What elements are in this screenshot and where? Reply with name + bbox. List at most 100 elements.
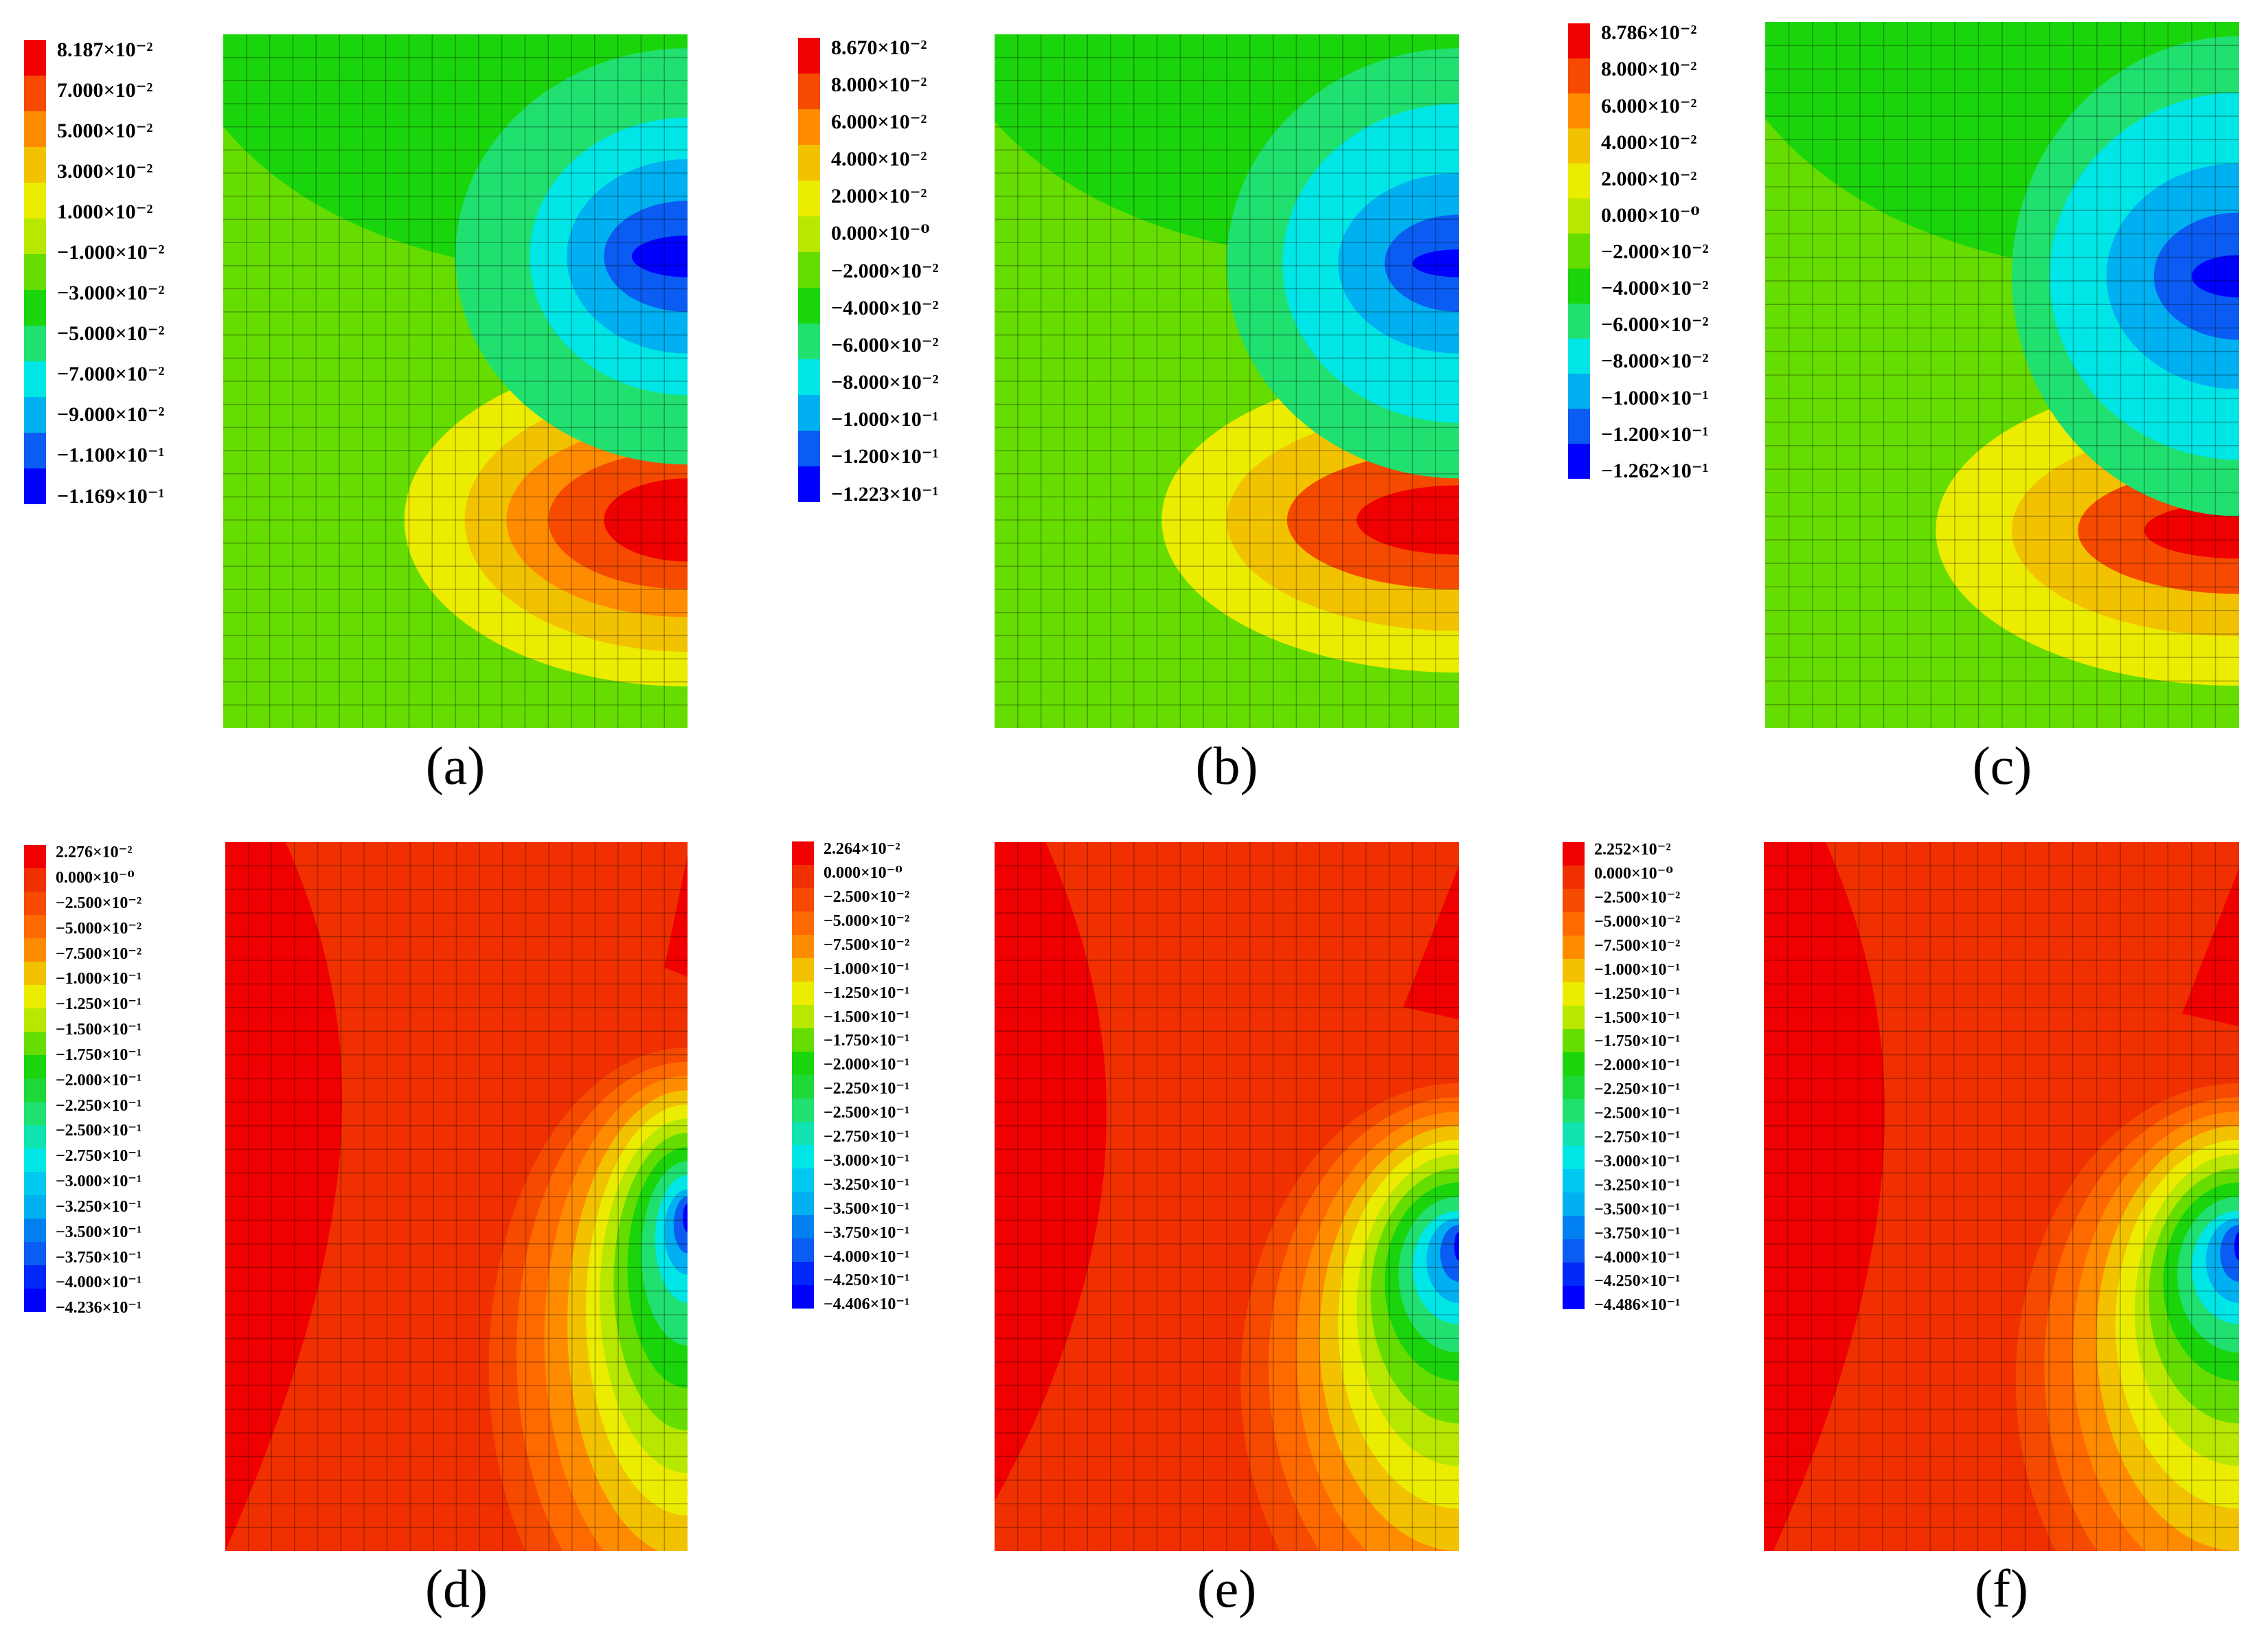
legend-swatch (792, 1215, 814, 1238)
legend-swatch (798, 109, 820, 145)
legend-label: −3.750×10⁻¹ (56, 1248, 142, 1267)
legend-swatch (1563, 1146, 1585, 1169)
contour-corner-region (664, 855, 688, 977)
legend-swatch (1568, 128, 1590, 163)
legend-label: −7.000×10⁻² (57, 363, 165, 386)
legend-swatch (24, 1032, 46, 1055)
legend-label: −2.000×10⁻¹ (1594, 1056, 1681, 1075)
legend-swatch (792, 865, 814, 888)
legend-label: 2.000×10⁻² (831, 185, 927, 208)
legend-label: 8.670×10⁻² (831, 36, 927, 59)
legend-label: −1.250×10⁻¹ (824, 984, 910, 1002)
legend-label: 2.000×10⁻² (1601, 167, 1697, 190)
panel-caption-b: (b) (1195, 736, 1258, 795)
contour-band (683, 1203, 688, 1232)
legend-swatch (24, 1219, 46, 1242)
legend-swatch (24, 254, 46, 290)
legend-swatch (792, 935, 814, 958)
legend-swatch (792, 912, 814, 935)
contour-left-region (225, 842, 343, 1551)
legend-label: −3.500×10⁻¹ (56, 1223, 142, 1241)
legend-label: −1.750×10⁻¹ (1594, 1032, 1681, 1051)
contour-plot-a (223, 34, 688, 728)
legend-swatch (1563, 1286, 1585, 1309)
legend-label: −2.500×10⁻² (824, 888, 910, 907)
legend-swatch (1563, 1263, 1585, 1286)
legend-label: −5.000×10⁻² (57, 322, 165, 346)
legend-swatch (24, 147, 46, 183)
legend-swatch (24, 326, 46, 361)
legend-swatch (798, 38, 820, 73)
legend-swatch (1568, 409, 1590, 444)
legend-swatch (24, 1125, 46, 1149)
legend-label: −1.000×10⁻¹ (56, 970, 142, 988)
legend-label: 0.000×10⁻⁰ (831, 222, 930, 245)
legend-label: −7.500×10⁻² (824, 936, 910, 954)
legend-label: −4.000×10⁻² (831, 296, 939, 319)
legend-label: −1.000×10⁻¹ (831, 408, 939, 431)
legend-label: 5.000×10⁻² (57, 119, 153, 142)
legend-swatch (24, 868, 46, 892)
legend-swatch (24, 183, 46, 218)
legend-label: −2.250×10⁻¹ (1594, 1080, 1681, 1099)
contour-band (1454, 1232, 1459, 1260)
legend-swatch (792, 1122, 814, 1145)
legend-swatch (24, 962, 46, 985)
legend-swatch (24, 892, 46, 915)
legend-swatch (1568, 269, 1590, 304)
legend-label: 0.000×10⁻⁰ (1594, 865, 1673, 883)
legend-swatch (1568, 199, 1590, 234)
contour-left-region (995, 842, 1107, 1551)
panel-caption-a: (a) (425, 736, 486, 795)
legend-swatch (792, 1285, 814, 1309)
legend-swatch (24, 1102, 46, 1125)
legend-swatch (792, 888, 814, 912)
legend-label: −2.000×10⁻¹ (56, 1071, 142, 1089)
contour-plot-e (995, 842, 1459, 1551)
legend-swatch (792, 1075, 814, 1098)
legend-swatch (798, 466, 820, 502)
legend-swatch (1568, 374, 1590, 409)
legend-swatch (792, 1028, 814, 1052)
legend-label: −1.000×10⁻¹ (824, 960, 910, 978)
legend-swatch (24, 468, 46, 504)
legend-swatch (792, 1098, 814, 1122)
legend-swatch (1563, 982, 1585, 1006)
contour-band (631, 235, 688, 278)
legend-swatch (1563, 912, 1585, 936)
legend-label: 4.000×10⁻² (831, 148, 927, 170)
legend-swatch (24, 1265, 46, 1289)
legend-label: −2.500×10⁻² (1594, 889, 1681, 907)
legend-label: −8.000×10⁻² (1601, 350, 1709, 373)
legend-swatch (24, 1149, 46, 1172)
legend-swatch (24, 1242, 46, 1265)
legend-label: −1.750×10⁻¹ (824, 1032, 910, 1050)
legend-swatch (792, 982, 814, 1005)
legend-swatch (798, 145, 820, 181)
legend-label: −3.250×10⁻¹ (56, 1197, 142, 1216)
legend-swatch (24, 985, 46, 1008)
contour-plot-d (225, 842, 688, 1551)
legend-label: 2.276×10⁻² (56, 844, 133, 862)
contour-plot-b (995, 34, 1459, 728)
legend-swatch (792, 1192, 814, 1215)
contour-plot-c (1765, 22, 2239, 728)
legend-swatch (798, 395, 820, 431)
legend-label: −3.500×10⁻¹ (824, 1199, 910, 1218)
panel-caption-c: (c) (1972, 736, 2032, 795)
legend-swatch (24, 111, 46, 147)
contour-band (2192, 255, 2239, 297)
legend-swatch (798, 324, 820, 359)
legend-swatch (1563, 1076, 1585, 1099)
legend-swatch (792, 1005, 814, 1028)
legend-label: −6.000×10⁻² (1601, 313, 1709, 337)
legend-label: 0.000×10⁻⁰ (56, 869, 135, 887)
legend-label: −2.500×10⁻¹ (1594, 1105, 1681, 1123)
legend-swatch (24, 361, 46, 397)
legend-swatch (792, 1168, 814, 1192)
panel-caption-d: (d) (425, 1559, 488, 1618)
legend-label: −2.500×10⁻² (56, 894, 142, 912)
legend-label: −2.250×10⁻¹ (824, 1080, 910, 1098)
legend-label: −1.500×10⁻¹ (824, 1008, 910, 1026)
panel-caption-f: (f) (1975, 1559, 2028, 1618)
